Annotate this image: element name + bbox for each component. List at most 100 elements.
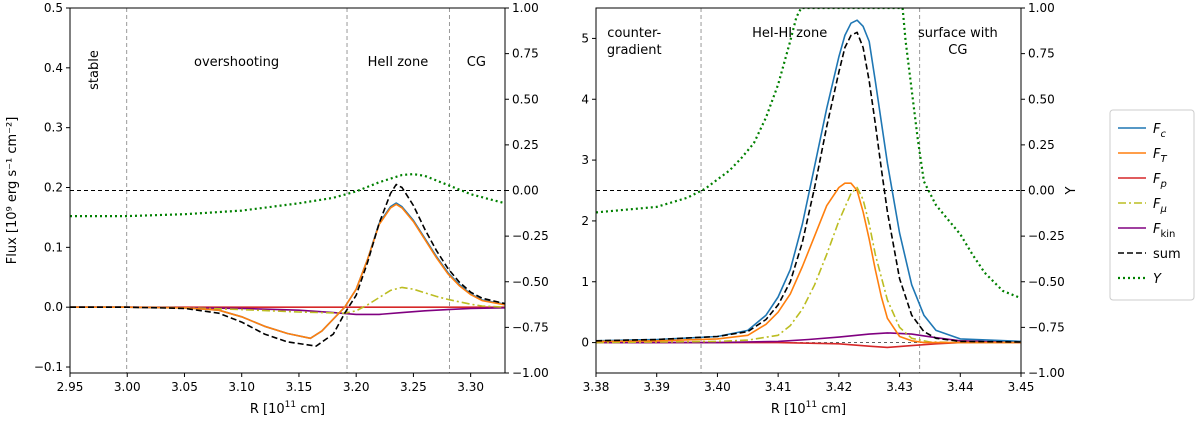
x-tick-label: 3.25: [400, 380, 427, 394]
legend-sub: kin: [1160, 229, 1175, 240]
x-tick-label: 3.00: [114, 380, 141, 394]
series-line-Y: [70, 173, 505, 218]
zone-label: HeI-HI zone: [752, 26, 827, 41]
x-axis-label: R [1011 cm]: [771, 400, 846, 417]
zone-label: surface with: [918, 26, 998, 41]
y2-tick-label: −0.50: [512, 275, 549, 289]
x-tick-label: 3.30: [457, 380, 484, 394]
y2-tick-label: −0.75: [1028, 320, 1065, 334]
y-tick-label: 0.4: [44, 61, 63, 75]
series-group: [596, 8, 1021, 349]
series-line-FT: [70, 203, 505, 340]
x-tick-label: 3.15: [286, 380, 313, 394]
x-tick-label: 3.43: [886, 380, 913, 394]
legend-label-Fmu: Fμ: [1153, 197, 1167, 215]
y-tick-label: 2: [581, 214, 589, 228]
y2-tick-label: 1.00: [512, 1, 539, 15]
legend-label-sum: sum: [1153, 247, 1181, 262]
legend-box: [1109, 109, 1195, 301]
y2-tick-label: −0.75: [512, 320, 549, 334]
x-tick-label: 3.42: [825, 380, 852, 394]
x-tick-label: 3.45: [1008, 380, 1035, 394]
y-axis-label: Flux [10⁹ erg s⁻¹ cm⁻²]: [5, 117, 20, 265]
y2-tick-label: 0.50: [512, 92, 539, 106]
series-group: [70, 173, 505, 347]
y2-tick-label: 0.75: [512, 47, 539, 61]
y2-tick-label: −1.00: [512, 366, 549, 380]
legend-label-Fc: Fc: [1153, 122, 1166, 140]
y2-tick-label: 0.00: [512, 184, 539, 198]
y2-tick-label: 0.25: [1028, 138, 1055, 152]
y2-tick-label: 0.50: [1028, 92, 1055, 106]
x-tick-label: 3.10: [228, 380, 255, 394]
y-tick-label: 0.2: [44, 181, 63, 195]
y2-tick-label: −0.50: [1028, 275, 1065, 289]
y-tick-label: 0.5: [44, 1, 63, 15]
series-line-Fmu: [596, 186, 1021, 344]
x-axis-label: R [1011 cm]: [250, 400, 325, 417]
series-line-FT: [596, 182, 1021, 344]
legend-main: F: [1153, 147, 1161, 162]
zone-label: stable: [87, 50, 102, 90]
y2-tick-label: −0.25: [512, 229, 549, 243]
x-tick-label: 3.41: [765, 380, 792, 394]
y-tick-label: 1: [581, 275, 589, 289]
series-line-sum: [596, 31, 1021, 343]
legend-sub: T: [1160, 154, 1167, 165]
y2-tick-label: −1.00: [1028, 366, 1065, 380]
series-line-sum: [70, 183, 505, 347]
x-tick-label: 3.38: [583, 380, 610, 394]
series-line-Fkin: [70, 306, 505, 316]
y-tick-label: 5: [581, 31, 589, 45]
x-label-main: R [10: [250, 402, 285, 417]
zone-label: CG: [948, 43, 967, 58]
legend-main: F: [1153, 222, 1161, 237]
legend-label-Y: Y: [1153, 272, 1162, 287]
x-label-tail: cm]: [817, 402, 846, 417]
legend-main: sum: [1153, 247, 1181, 262]
zone-label: CG: [467, 55, 486, 70]
left-panel: 2.95 3.00 3.05 3.10 3.15 3.20 3.25 3.30−0.10.00…: [5, 1, 549, 417]
x-tick-label: 3.44: [947, 380, 974, 394]
series-line-Fmu: [70, 286, 505, 315]
y-tick-label: 3: [581, 153, 589, 167]
x-tick-label: 2.95: [57, 380, 84, 394]
legend-sub: p: [1159, 179, 1166, 190]
legend-label-FT: FT: [1153, 147, 1167, 165]
legend-label-Fp: Fp: [1153, 172, 1167, 190]
y2-tick-label: 0.00: [1028, 184, 1055, 198]
legend-main: F: [1153, 172, 1161, 187]
x-label-exponent: 11: [806, 400, 817, 410]
y2-tick-label: 1.00: [1028, 1, 1055, 15]
y-tick-label: 0.3: [44, 121, 63, 135]
right-panel: 3.38 3.39 3.40 3.41 3.42 3.43 3.44 3.45 0 1 2 3 4 5 −1…: [581, 1, 1079, 417]
series-line-Fc: [70, 202, 505, 340]
zone-label: gradient: [607, 43, 662, 58]
y-tick-label: 0.0: [44, 300, 63, 314]
legend-main: F: [1153, 122, 1161, 137]
y2-tick-label: −0.25: [1028, 229, 1065, 243]
y-tick-label: −0.1: [34, 360, 63, 374]
legend-label-Fkin: Fkin: [1153, 222, 1175, 240]
zone-label: counter-: [607, 26, 661, 41]
x-tick-label: 3.40: [704, 380, 731, 394]
y2-axis-label: Y: [1064, 186, 1079, 195]
x-label-main: R [10: [771, 402, 806, 417]
y-tick-label: 0.1: [44, 240, 63, 254]
legend-sub: c: [1160, 129, 1166, 140]
zone-label: HeII zone: [368, 55, 429, 70]
legend-sub: μ: [1159, 204, 1166, 215]
x-tick-label: 3.20: [343, 380, 370, 394]
series-line-Fc: [596, 19, 1021, 343]
legend-main: Y: [1153, 272, 1162, 287]
y2-tick-label: 0.75: [1028, 47, 1055, 61]
y2-tick-label: 0.25: [512, 138, 539, 152]
legend-main: F: [1153, 197, 1161, 212]
x-label-exponent: 11: [285, 400, 296, 410]
y-tick-label: 4: [581, 92, 589, 106]
y-tick-label: 0: [581, 336, 589, 350]
x-tick-label: 3.39: [643, 380, 670, 394]
x-label-tail: cm]: [296, 402, 325, 417]
